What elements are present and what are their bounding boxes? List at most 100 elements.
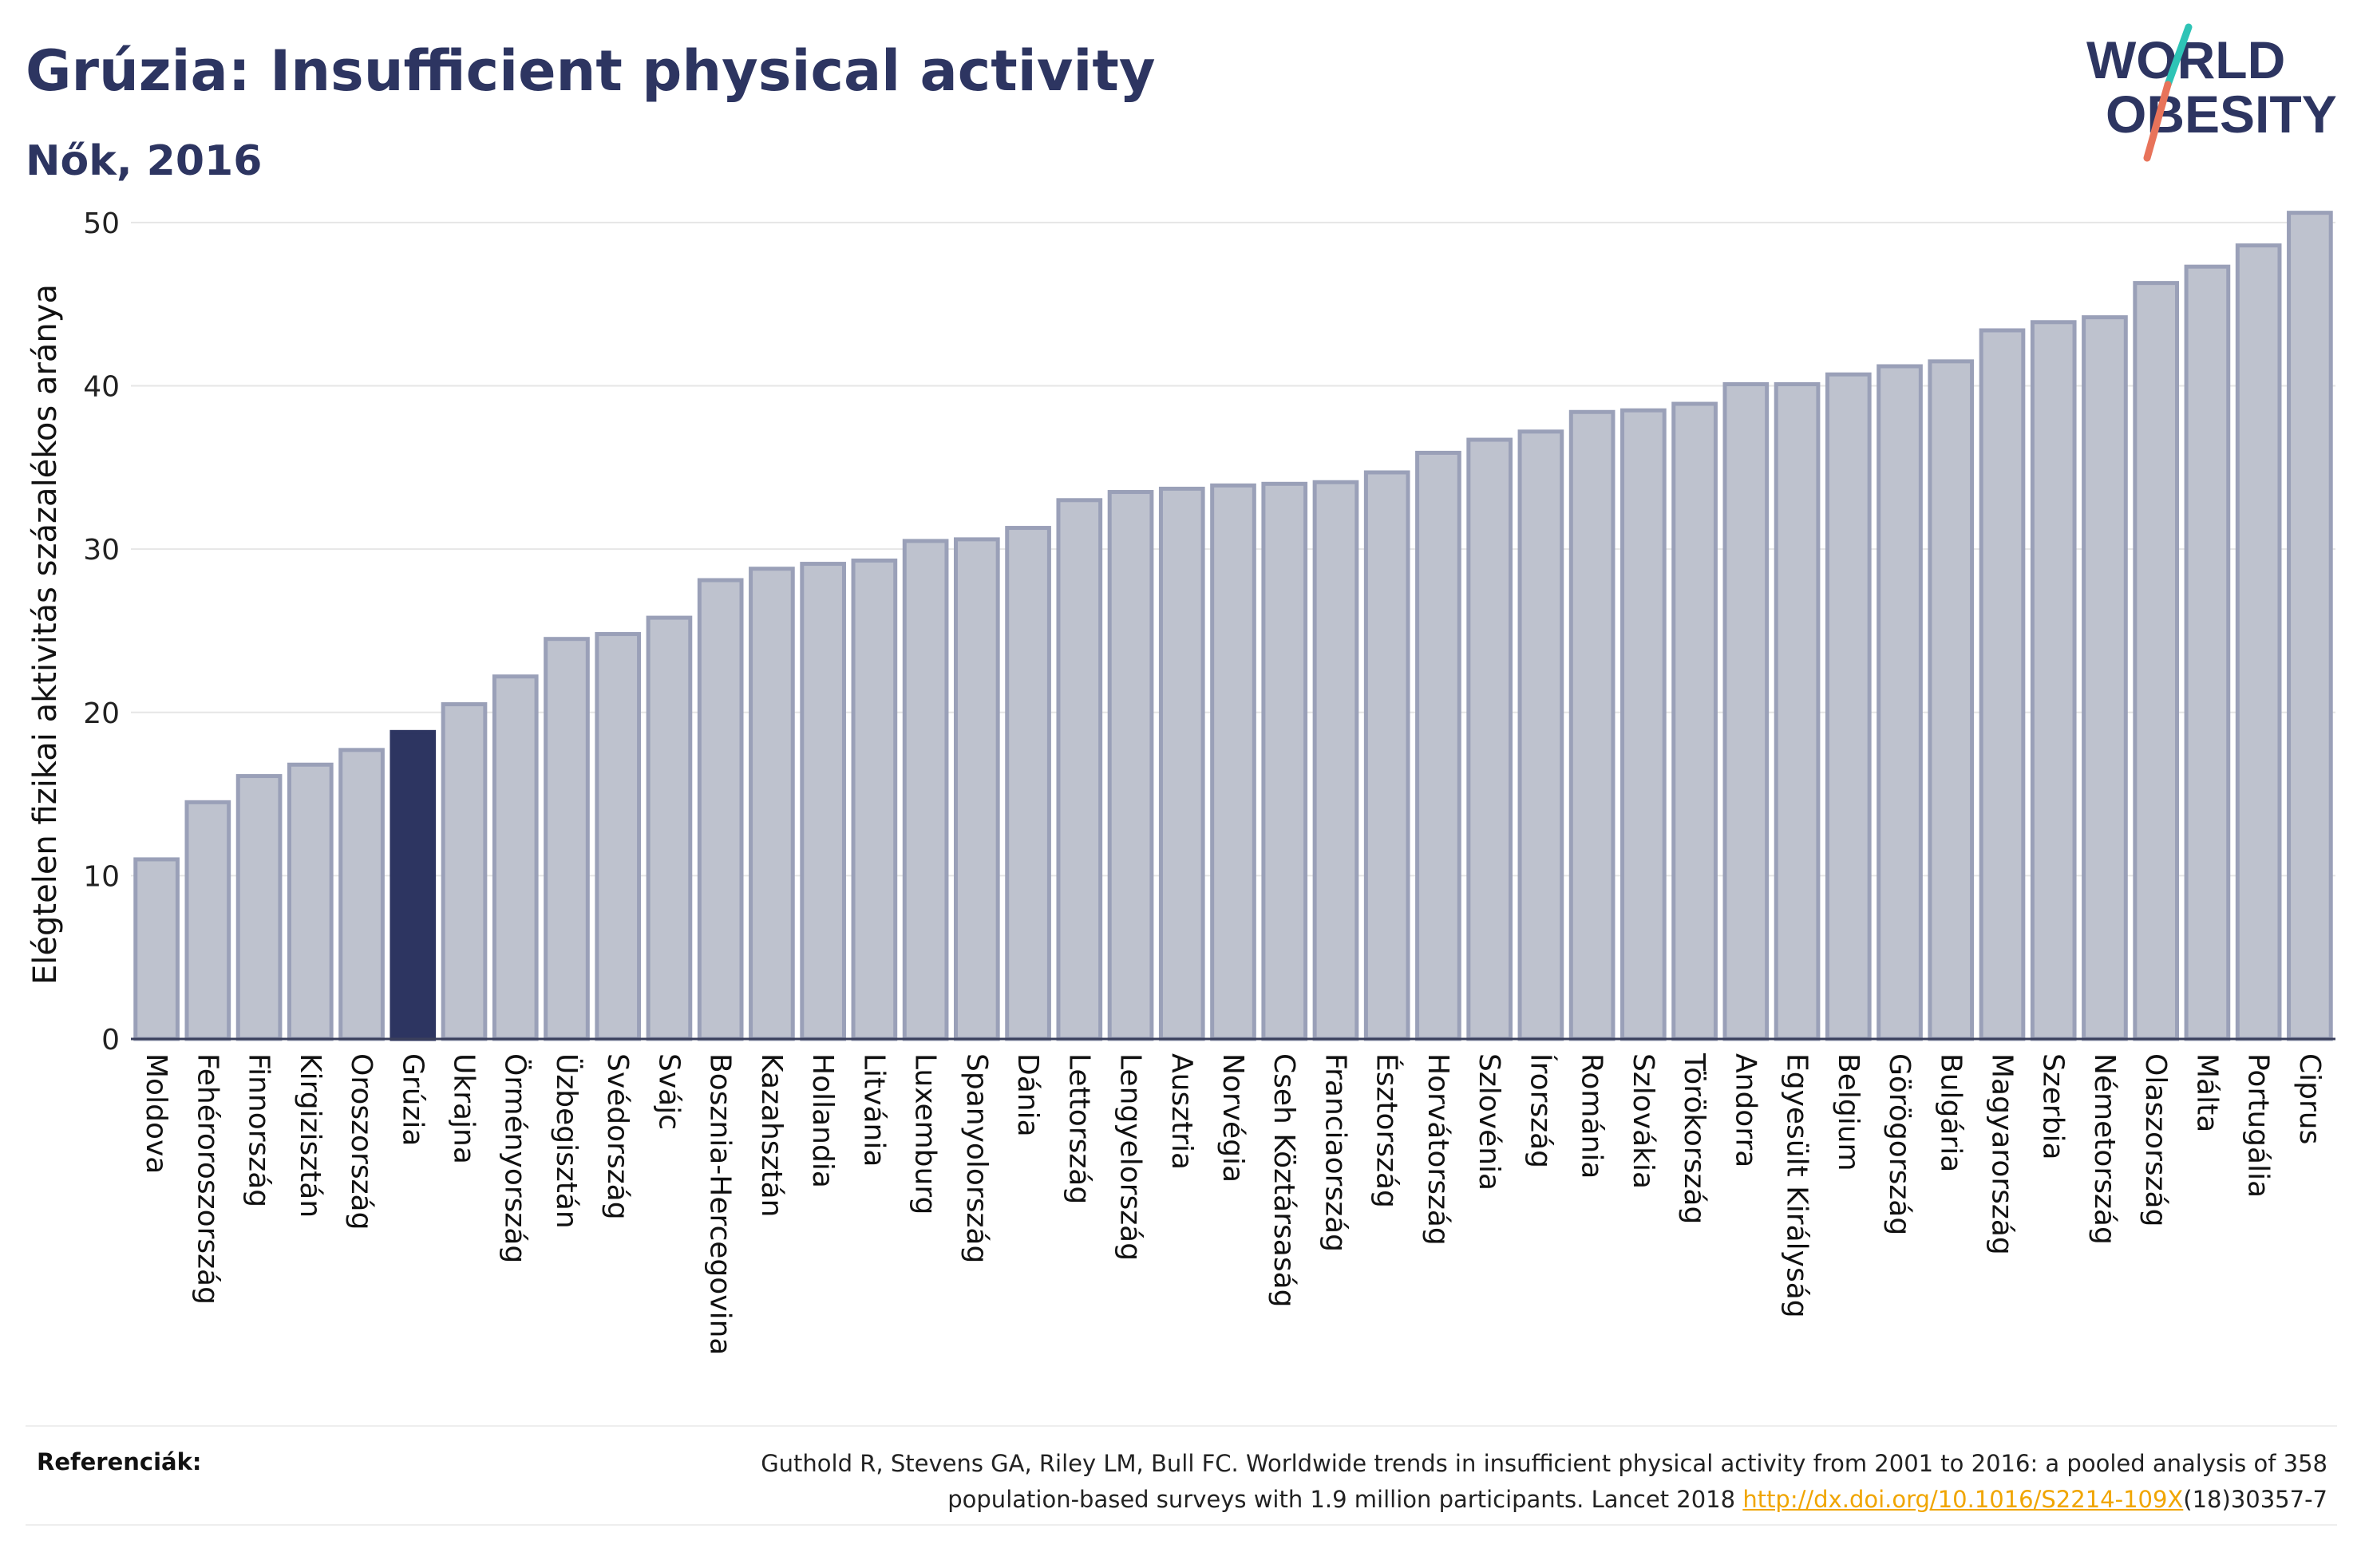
x-tick-label: Lettország [1062,1053,1095,1204]
x-tick-label: Belgium [1832,1053,1865,1171]
bar [1774,381,1821,1041]
x-tick-label: Szlovákia [1627,1053,1659,1189]
bar [1466,437,1513,1041]
bar [1363,470,1410,1041]
x-tick-label: Írország [1524,1053,1557,1168]
x-tick-label: Dánia [1011,1053,1044,1137]
bar [1107,490,1154,1041]
x-tick-label: Ukrajna [448,1053,481,1164]
chart-subtitle: Nők, 2016 [26,137,263,185]
x-axis-labels: Moldova Fehéroroszország Finnország Kirgizi… [140,1053,2326,1355]
x-tick-label: Németország [2088,1053,2121,1245]
citation-line-1: Guthold R, Stevens GA, Riley LM, Bull FC… [761,1450,2327,1477]
bar [595,632,642,1041]
chart-title: Grúzia: Insufficient physical activity [26,38,1156,104]
x-tick-label: Franciaország [1319,1053,1351,1252]
logo-slash-bottom [2143,81,2172,162]
x-tick-label: Oroszország [345,1053,378,1230]
bar [1877,364,1923,1041]
x-tick-label: Bosznia-Hercegovina [704,1053,737,1355]
x-tick-label: Görögország [1883,1053,1916,1235]
bars [133,211,2333,1041]
x-tick-label: Cseh Köztársaság [1268,1053,1300,1308]
x-tick-label: Bulgária [1934,1053,1967,1172]
bar [1979,328,2026,1041]
x-tick-label: Horvátország [1422,1053,1454,1246]
x-tick-label: Kirgizisztán [294,1053,326,1218]
bar [1825,372,1872,1041]
x-tick-label: Luxemburg [909,1053,942,1215]
y-tick-label: 20 [83,697,120,730]
x-tick-label: Kazahsztán [755,1053,788,1217]
bar [2133,281,2180,1041]
x-tick-label: Lengyelország [1114,1053,1147,1261]
bar [1312,480,1359,1041]
bar [441,702,488,1041]
x-tick-label: Ciprus [2293,1053,2326,1144]
bar [1261,481,1308,1041]
bar [184,800,231,1041]
y-tick-label: 50 [83,207,120,240]
bar [954,537,1000,1041]
y-axis-ticks: 0 10 20 30 40 50 [83,207,120,1057]
logo-slash-top [2164,23,2193,89]
x-tick-label: Spanyolország [960,1053,993,1263]
bar [1928,359,1975,1041]
y-axis-title: Elégtelen fizikai aktivitás százalékos a… [27,284,64,985]
x-tick-label: Svájc [652,1053,685,1130]
x-tick-label: Hollandia [806,1053,839,1188]
bar [133,857,180,1041]
x-tick-label: Moldova [140,1053,172,1174]
references-top-divider [26,1425,2337,1427]
bar [749,567,795,1041]
x-tick-label: Málta [2190,1053,2223,1132]
bar [902,539,949,1041]
citation-line-2-suffix: (18)30357-7 [2183,1486,2327,1513]
bar [697,578,744,1041]
bar [800,562,846,1041]
x-tick-label: Törökország [1678,1053,1710,1224]
world-obesity-logo: WORLD OBESITY [2086,23,2337,162]
x-tick-label: Szerbia [2037,1053,2070,1160]
bar [338,748,385,1041]
bar [1671,401,1718,1041]
bar [1056,498,1103,1041]
bar [1568,409,1616,1041]
x-tick-label: Grúzia [396,1053,429,1146]
x-tick-label: Szlovénia [1473,1053,1505,1191]
bar [2184,264,2231,1041]
bar [2287,211,2333,1041]
x-tick-label: Olaszország [2139,1053,2172,1226]
y-tick-label: 0 [101,1024,120,1057]
x-tick-label: Észtország [1370,1053,1404,1208]
x-tick-label: Románia [1576,1053,1608,1179]
bar [1415,450,1461,1041]
citation-line-2: population-based surveys with 1.9 millio… [947,1486,1743,1513]
x-tick-label: Litvánia [857,1053,890,1167]
x-tick-label: Andorra [1729,1053,1762,1167]
x-tick-label: Svédország [601,1053,634,1220]
bar [646,615,693,1041]
bar [492,674,539,1041]
references-bottom-divider [26,1524,2337,1526]
y-tick-label: 10 [83,860,120,893]
logo-obesity-text: OBESITY [2106,85,2337,144]
bar [2082,315,2128,1041]
x-tick-label: Norvégia [1216,1053,1249,1183]
x-tick-label: Örményország [499,1053,532,1263]
doi-link[interactable]: http://dx.doi.org/10.1016/S2214-109X [1742,1486,2184,1513]
x-tick-label: Egyesült Királyság [1781,1053,1813,1318]
x-tick-label: Portugália [2242,1053,2275,1198]
x-tick-label: Magyarország [1985,1053,2018,1255]
x-tick-label: Üzbegisztán [550,1053,583,1229]
bar [1005,526,1051,1041]
x-tick-label: Finnország [243,1053,275,1207]
x-tick-label: Ausztria [1165,1053,1198,1170]
y-tick-label: 30 [83,534,120,567]
references-label: Referenciák: [37,1448,202,1475]
y-tick-label: 40 [83,371,120,404]
x-tick-label: Fehéroroszország [191,1053,223,1305]
bar [2030,320,2077,1041]
bar [544,637,590,1041]
bar [1620,408,1667,1041]
